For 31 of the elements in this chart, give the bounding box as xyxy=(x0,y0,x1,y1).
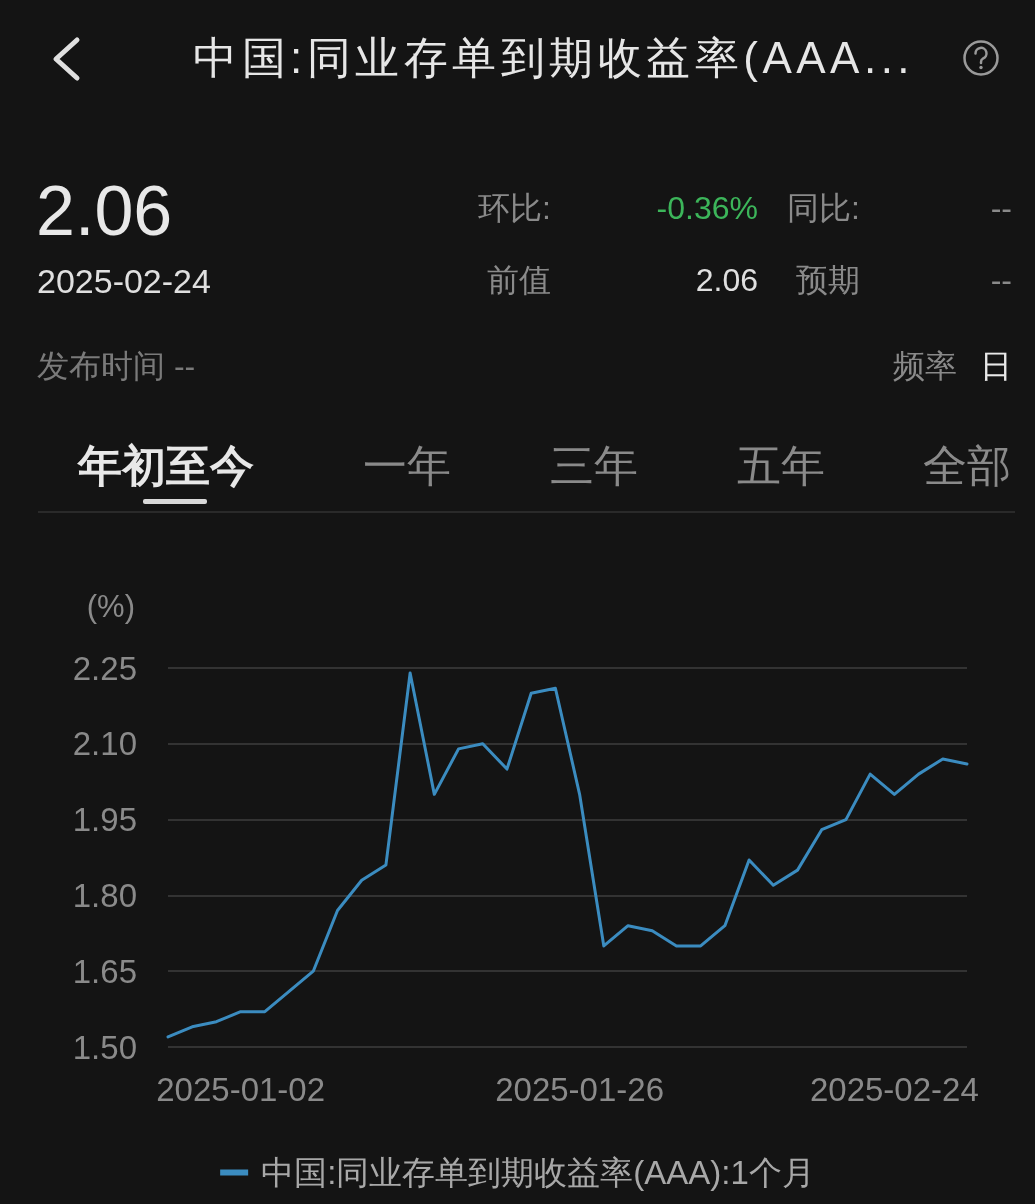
text: 发布时间 -- xyxy=(37,348,196,384)
text: 2025-02-24 xyxy=(37,262,211,300)
text: -- xyxy=(990,262,1012,298)
y-tick-label: 2.25 xyxy=(72,649,137,687)
legend-label: 中国:同业存单到期收益率(AAA):1个月 xyxy=(261,1154,815,1191)
text: 日 xyxy=(980,348,1012,384)
x-tick-label: 2025-02-24 xyxy=(809,1071,979,1108)
text: 五年 xyxy=(737,441,825,490)
y-tick-label: 2.10 xyxy=(72,725,137,763)
text: 全部 xyxy=(923,441,1011,490)
text: 年初至今 xyxy=(78,441,254,490)
y-tick-label: 1.80 xyxy=(72,876,137,914)
text: 预期 xyxy=(796,262,860,298)
chart-title: 中国:同业存单到期收益率(AAA... xyxy=(193,33,915,82)
text: -0.36% xyxy=(656,190,758,226)
y-axis-title: (%) xyxy=(86,589,135,624)
text: 前值 xyxy=(487,262,551,298)
text: 三年 xyxy=(550,441,638,490)
text: 2.06 xyxy=(695,262,758,298)
y-tick-label: 1.65 xyxy=(72,952,137,990)
x-tick-label: 2025-01-26 xyxy=(495,1071,665,1108)
y-tick-label: 1.95 xyxy=(72,801,137,839)
text: -- xyxy=(990,190,1012,226)
text: 一年 xyxy=(363,441,451,490)
x-tick-label: 2025-01-02 xyxy=(156,1071,326,1108)
text: 频率 xyxy=(893,348,957,384)
text: 2.06 xyxy=(36,172,173,250)
text: 同比: xyxy=(787,190,860,226)
line-series xyxy=(166,671,969,1039)
text: 环比: xyxy=(478,190,551,226)
y-tick-label: 1.50 xyxy=(72,1028,137,1066)
